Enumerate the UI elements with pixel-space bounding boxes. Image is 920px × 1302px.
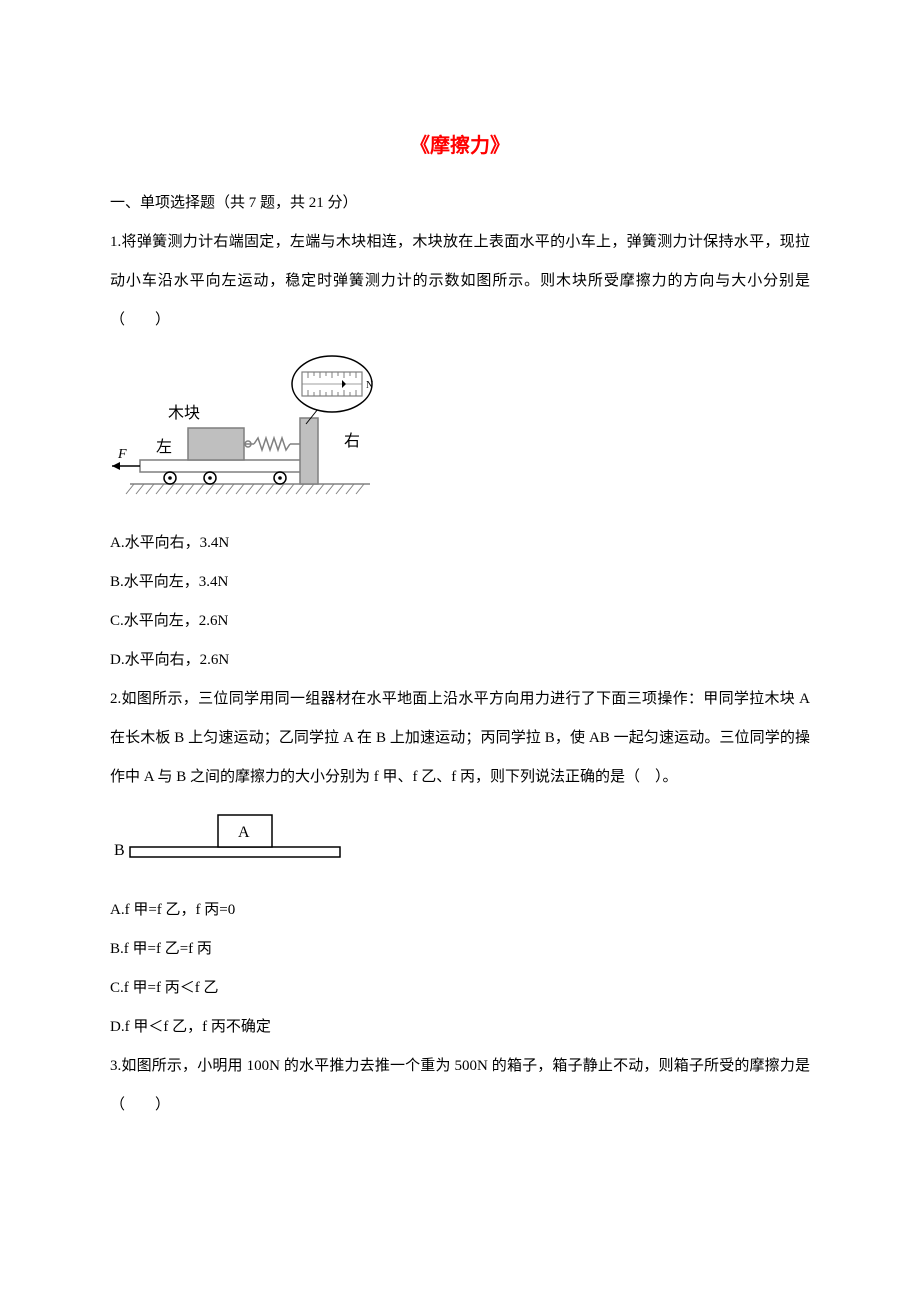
q1-svg: F 木块 左 右 <box>110 348 410 508</box>
q1-unit-N: N <box>366 380 373 391</box>
q1-option-b: B.水平向左，3.4N <box>110 563 810 602</box>
q1-label-left: 左 <box>156 438 172 456</box>
q2-option-a: A.f 甲=f 乙，f 丙=0 <box>110 891 810 930</box>
q1-option-a: A.水平向右，3.4N <box>110 524 810 563</box>
section-heading: 一、单项选择题（共 7 题，共 21 分） <box>110 184 810 223</box>
q1-label-F: F <box>117 447 127 462</box>
page: 《摩擦力》 一、单项选择题（共 7 题，共 21 分） 1.将弹簧测力计右端固定… <box>0 0 920 1205</box>
q2-option-c: C.f 甲=f 丙＜f 乙 <box>110 969 810 1008</box>
q1-figure: F 木块 左 右 <box>110 348 810 508</box>
document-title: 《摩擦力》 <box>110 120 810 172</box>
q3-stem: 3.如图所示，小明用 100N 的水平推力去推一个重为 500N 的箱子，箱子静… <box>110 1047 810 1125</box>
q1-label-right: 右 <box>344 432 360 450</box>
q2-option-d: D.f 甲＜f 乙，f 丙不确定 <box>110 1008 810 1047</box>
q2-label-A: A <box>238 824 250 841</box>
q1-stem: 1.将弹簧测力计右端固定，左端与木块相连，木块放在上表面水平的小车上，弹簧测力计… <box>110 223 810 340</box>
q1-option-d: D.水平向右，2.6N <box>110 641 810 680</box>
q2-option-b: B.f 甲=f 乙=f 丙 <box>110 930 810 969</box>
q1-option-c: C.水平向左，2.6N <box>110 602 810 641</box>
q2-label-B: B <box>114 842 125 859</box>
q1-label-block: 木块 <box>168 404 200 422</box>
q2-svg: A B <box>110 805 350 875</box>
q2-stem: 2.如图所示，三位同学用同一组器材在水平地面上沿水平方向用力进行了下面三项操作：… <box>110 680 810 797</box>
q2-figure: A B <box>110 805 810 875</box>
